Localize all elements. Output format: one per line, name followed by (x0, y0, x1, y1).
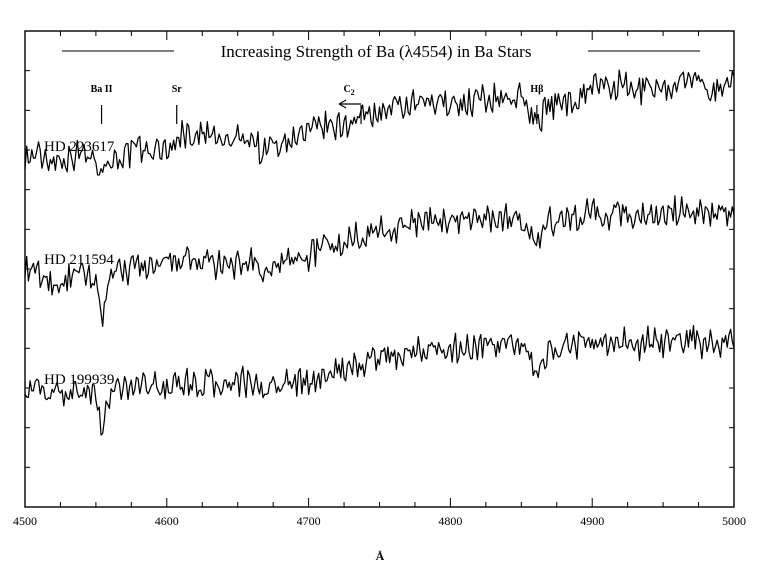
x-tick-label: 4700 (297, 514, 321, 528)
x-tick-label: 4900 (580, 514, 604, 528)
x-axis-label: Å (376, 549, 385, 563)
marker-label: C2 (343, 84, 354, 97)
x-tick-label: 4500 (13, 514, 37, 528)
marker-label: Sr (172, 84, 183, 95)
marker-label-main: C (343, 84, 350, 95)
x-tick-label: 5000 (722, 514, 746, 528)
chart-title: Increasing Strength of Ba (λ4554) in Ba … (221, 42, 532, 61)
x-tick-label: 4600 (155, 514, 179, 528)
series-label: HD 211594 (44, 252, 114, 268)
spectra (24, 69, 735, 436)
line-markers: Ba II Sr C2 Hβ (91, 84, 543, 124)
y-ticks (25, 30, 734, 508)
x-tick-label: 4800 (438, 514, 462, 528)
series-line (24, 324, 735, 436)
x-ticks: 4500 4600 4700 4800 4900 5000 (13, 31, 746, 528)
marker-label-sub: 2 (351, 88, 355, 97)
marker-label: Ba II (91, 84, 113, 95)
series-line (24, 69, 735, 176)
series-line (24, 195, 735, 327)
plot-frame (24, 30, 735, 508)
star-labels: HD 223617 HD 211594 HD 199939 (44, 139, 115, 388)
marker-label: Hβ (530, 84, 543, 95)
marker-arrowhead (338, 99, 347, 109)
series-label: HD 223617 (44, 139, 115, 155)
series-label: HD 199939 (44, 372, 114, 388)
